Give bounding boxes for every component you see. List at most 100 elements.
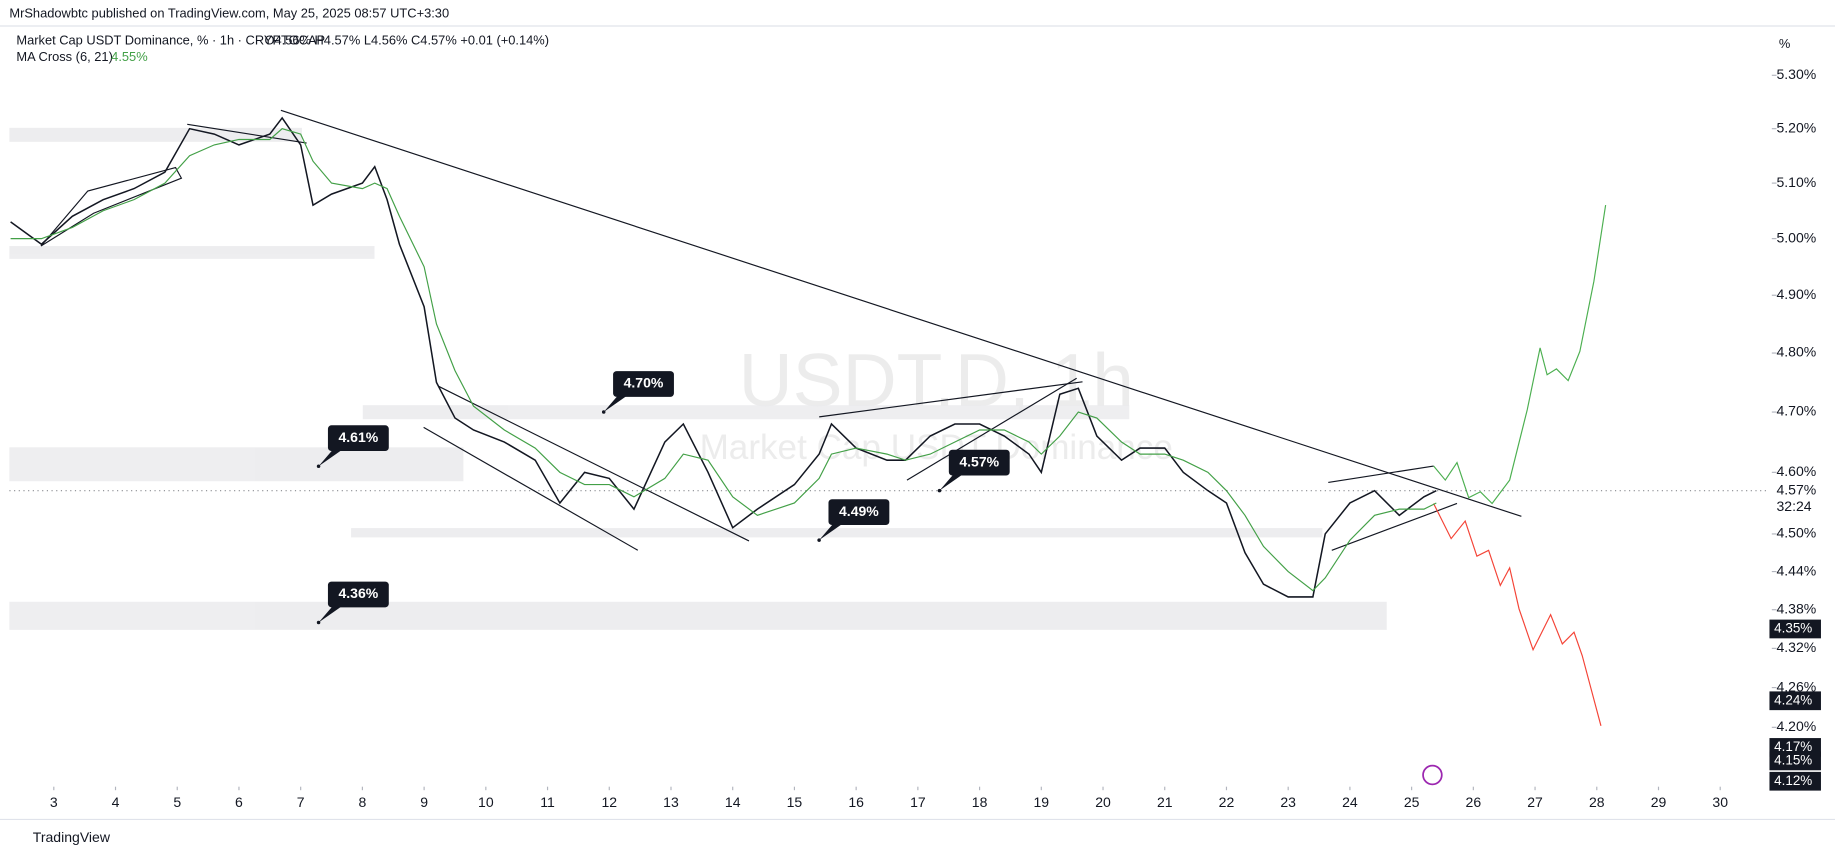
x-tick-label: 3 bbox=[50, 794, 58, 810]
x-tick-label: 13 bbox=[663, 794, 679, 810]
price-label: 4.35% bbox=[1774, 621, 1812, 636]
x-tick-label: 16 bbox=[848, 794, 864, 810]
price-label-box bbox=[1769, 771, 1821, 791]
zone bbox=[9, 601, 1387, 630]
zone bbox=[9, 447, 464, 482]
x-tick-label: 28 bbox=[1589, 794, 1605, 810]
x-tick-label: 25 bbox=[1404, 794, 1420, 810]
callout-label: 4.70% bbox=[624, 375, 664, 391]
price-label: 4.12% bbox=[1774, 773, 1812, 788]
event-icon[interactable] bbox=[1422, 764, 1443, 786]
trendline bbox=[187, 123, 307, 144]
callout-pointer bbox=[318, 449, 342, 467]
trendline bbox=[438, 385, 750, 542]
indicator: MA Cross (6, 21) bbox=[16, 49, 112, 64]
x-tick-label: 19 bbox=[1034, 794, 1050, 810]
price-label: 4.24% bbox=[1774, 692, 1812, 707]
trendline bbox=[423, 426, 639, 551]
callout-box bbox=[828, 499, 890, 525]
x-tick-label: 9 bbox=[420, 794, 428, 810]
x-tick-label: 10 bbox=[478, 794, 494, 810]
x-tick-label: 4 bbox=[112, 794, 120, 810]
x-tick-label: 26 bbox=[1466, 794, 1482, 810]
x-tick-label: 27 bbox=[1527, 794, 1543, 810]
y-tick-label: 5.10% bbox=[1776, 174, 1816, 190]
y-tick-label: 4.44% bbox=[1776, 562, 1816, 578]
callout-anchor bbox=[817, 538, 821, 542]
x-tick-label: 29 bbox=[1651, 794, 1667, 810]
channel bbox=[40, 166, 183, 247]
x-tick-label: 22 bbox=[1219, 794, 1235, 810]
publisher: MrShadowbtc published on TradingView.com… bbox=[9, 6, 449, 21]
x-tick-label: 12 bbox=[601, 794, 617, 810]
callout-anchor bbox=[316, 464, 321, 469]
watermark-sub: Market Cap USDT Dominance bbox=[700, 428, 1173, 467]
zones bbox=[9, 127, 1387, 630]
x-tick-label: 18 bbox=[972, 794, 988, 810]
callout-pointer bbox=[603, 395, 628, 413]
callout-box bbox=[613, 371, 674, 397]
trendline bbox=[280, 109, 1522, 517]
y-tick-label: 4.20% bbox=[1776, 718, 1816, 734]
x-tick-label: 23 bbox=[1280, 794, 1296, 810]
x-tick-label: 14 bbox=[725, 794, 741, 810]
price-label: 4.15% bbox=[1774, 752, 1812, 767]
callout-anchor bbox=[316, 620, 321, 625]
zone bbox=[351, 528, 1323, 538]
callout-anchor bbox=[601, 410, 606, 414]
x-tick-label: 17 bbox=[910, 794, 926, 810]
y-tick-label: 4.80% bbox=[1776, 344, 1816, 360]
y-tick-label: 5.00% bbox=[1776, 229, 1816, 245]
callout-pointer bbox=[939, 474, 963, 491]
callout-box bbox=[327, 425, 389, 452]
y-tick-label: 4.38% bbox=[1776, 600, 1816, 616]
y-tick-label: 4.32% bbox=[1776, 639, 1816, 655]
callout-label: 4.61% bbox=[338, 429, 378, 445]
callout-box bbox=[327, 581, 389, 608]
y-tick-label: 4.50% bbox=[1776, 525, 1816, 541]
legend: Market Cap USDT Dominance, % · 1h · CRYP… bbox=[16, 33, 549, 64]
ohlc: O4.56% H4.57% L4.56% C4.57% +0.01 (+0.14… bbox=[264, 33, 549, 48]
x-tick-label: 20 bbox=[1095, 794, 1111, 810]
trendline bbox=[1331, 502, 1458, 551]
price-label-box bbox=[1769, 619, 1821, 639]
footer: TradingView bbox=[33, 829, 111, 845]
zone bbox=[9, 246, 375, 259]
countdown: 32:24 bbox=[1776, 498, 1811, 514]
trendline bbox=[1328, 465, 1434, 483]
y-tick-label: 4.70% bbox=[1776, 403, 1816, 419]
y-tick-label: 5.20% bbox=[1776, 119, 1816, 135]
x-tick-label: 30 bbox=[1712, 794, 1728, 810]
x-tick-label: 11 bbox=[540, 794, 555, 810]
x-tick-label: 15 bbox=[787, 794, 803, 810]
x-tick-label: 5 bbox=[173, 794, 181, 810]
price-label-box bbox=[1769, 751, 1821, 771]
callout-box bbox=[948, 449, 1010, 476]
y-tick-label: 4.90% bbox=[1776, 286, 1816, 302]
indicator-value: 4.55% bbox=[111, 49, 147, 64]
callout-label: 4.36% bbox=[338, 585, 378, 601]
price-label: 4.17% bbox=[1774, 739, 1812, 754]
bull-projection bbox=[1433, 204, 1607, 505]
callout-label: 4.49% bbox=[839, 503, 879, 519]
x-tick-label: 8 bbox=[358, 794, 366, 810]
x-tick-label: 7 bbox=[297, 794, 305, 810]
current-price-label: 4.57% bbox=[1776, 481, 1816, 497]
y-tick-label: 4.60% bbox=[1776, 463, 1816, 479]
x-tick-label: 24 bbox=[1342, 794, 1358, 810]
series-line bbox=[10, 128, 1437, 592]
x-tick-label: 21 bbox=[1157, 794, 1173, 810]
bear-projection bbox=[1433, 503, 1602, 726]
price-label-box bbox=[1769, 691, 1821, 711]
symbol: Market Cap USDT Dominance, % · 1h · CRYP… bbox=[16, 33, 325, 48]
callout-anchor bbox=[937, 488, 942, 493]
unit-button[interactable]: % bbox=[1779, 36, 1790, 51]
zone bbox=[362, 405, 1130, 420]
callout-label: 4.57% bbox=[959, 453, 999, 469]
x-tick-label: 6 bbox=[235, 794, 243, 810]
callout-pointer bbox=[318, 606, 342, 623]
y-tick-label: 5.30% bbox=[1776, 66, 1816, 82]
